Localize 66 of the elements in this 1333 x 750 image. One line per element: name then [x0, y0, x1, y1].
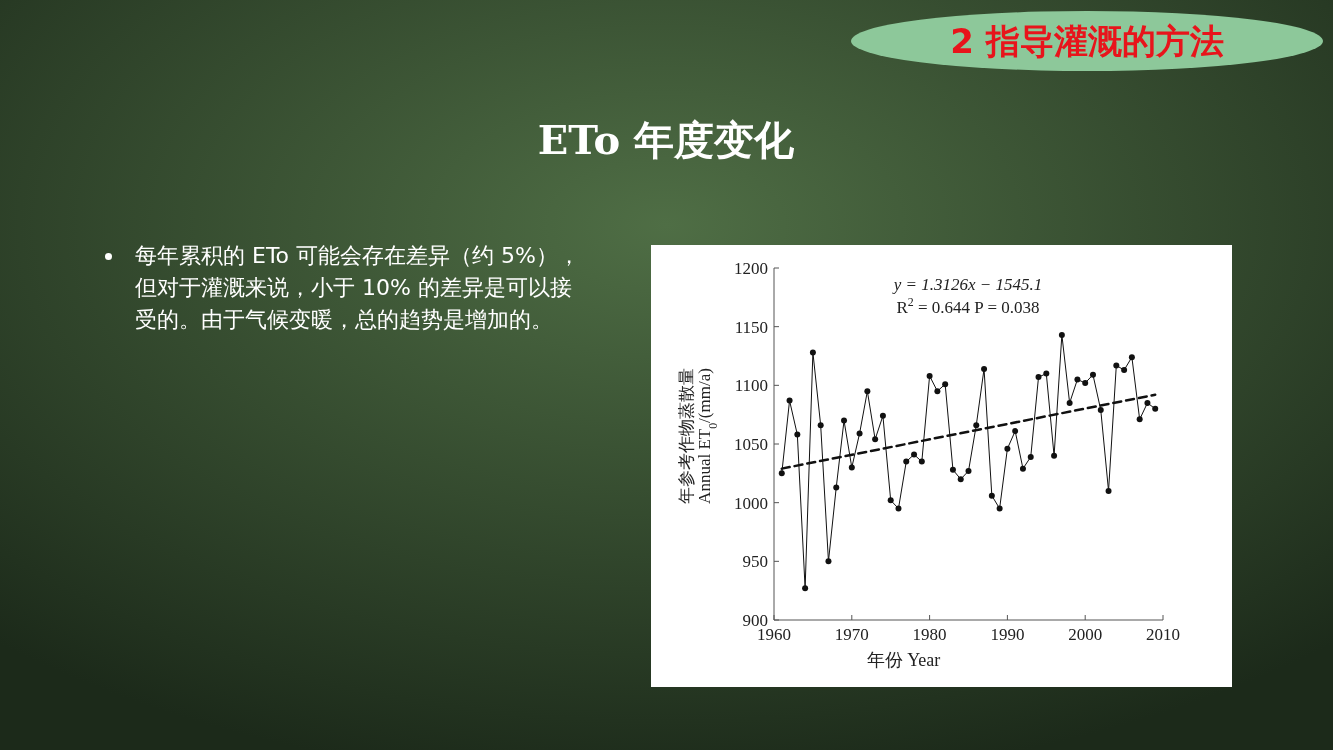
point — [973, 422, 980, 429]
point — [1035, 374, 1042, 381]
point — [1043, 370, 1050, 377]
point — [794, 431, 801, 438]
point — [1144, 399, 1151, 406]
annotation: R$^{2}$ = 0.644 P = 0.038 — [896, 295, 1040, 317]
point — [949, 466, 956, 473]
point — [1097, 406, 1104, 413]
point — [942, 381, 949, 388]
x-tick-label: 2010 — [1146, 625, 1180, 644]
point — [911, 451, 918, 458]
point — [1058, 331, 1065, 338]
point — [825, 558, 832, 565]
y-tick-label: 950 — [742, 552, 768, 572]
point — [848, 464, 855, 471]
point — [1004, 445, 1011, 452]
text: 2 指导灌溉的方法 — [950, 21, 1224, 61]
point — [1105, 487, 1112, 494]
point — [988, 492, 995, 499]
y-tick-label: 1200 — [734, 259, 768, 278]
point — [802, 585, 809, 592]
point — [778, 470, 785, 477]
point — [1128, 354, 1135, 361]
point — [1074, 376, 1081, 383]
point — [1136, 416, 1143, 423]
point — [1019, 465, 1026, 472]
point — [841, 417, 848, 424]
point — [817, 422, 824, 429]
point — [934, 388, 941, 395]
x-tick-label: 1970 — [834, 625, 869, 644]
point — [1089, 371, 1096, 378]
chart-title: ETo 年度变化 — [537, 116, 796, 163]
point — [903, 458, 910, 465]
point — [786, 397, 793, 404]
point — [996, 505, 1003, 512]
point — [887, 497, 894, 504]
x-axis-title: 年份 Year — [866, 650, 941, 670]
point — [833, 484, 840, 491]
point — [864, 388, 871, 395]
point — [1051, 452, 1058, 459]
point — [957, 476, 964, 483]
y-tick-label: 1100 — [734, 376, 768, 396]
point — [879, 412, 886, 419]
point — [918, 458, 925, 465]
point — [1066, 399, 1073, 406]
x-tick-label: 1990 — [990, 625, 1025, 644]
point — [895, 505, 902, 512]
point — [1012, 428, 1019, 435]
point — [1121, 367, 1128, 374]
y-tick-label: 1150 — [734, 317, 768, 337]
y-tick-label: 1050 — [734, 435, 768, 454]
point — [872, 436, 879, 443]
point — [1027, 453, 1034, 460]
point — [981, 365, 988, 372]
x-tick-label: 1980 — [912, 625, 947, 644]
point — [1113, 362, 1120, 369]
point — [1082, 379, 1089, 386]
annotation: y = 1.3126x − 1545.1 — [891, 275, 1043, 294]
text: 每年累积的 ETo 可能会存在差异（约 5%），但对于灌溉来说，小于 10% 的差异是可以接受的。由于气候变暖，总的趋势是增加的。 — [135, 242, 581, 334]
point — [965, 467, 972, 474]
point — [809, 349, 816, 356]
point — [856, 430, 863, 437]
point — [1152, 405, 1159, 412]
point — [926, 372, 933, 379]
x-tick-label: 2000 — [1068, 625, 1103, 644]
y-tick-label: 1000 — [734, 493, 768, 513]
